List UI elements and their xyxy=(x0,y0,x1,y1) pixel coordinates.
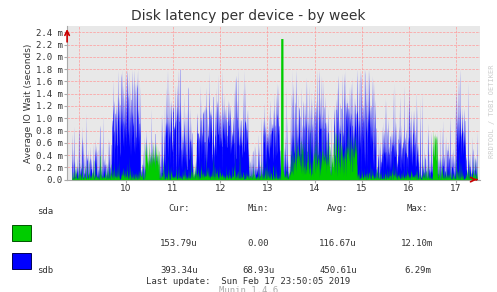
Text: 6.29m: 6.29m xyxy=(404,266,431,275)
Text: 116.67u: 116.67u xyxy=(319,239,357,248)
Text: 12.10m: 12.10m xyxy=(402,239,433,248)
Text: Max:: Max: xyxy=(407,204,428,213)
Text: 0.00: 0.00 xyxy=(248,239,269,248)
Text: Cur:: Cur: xyxy=(168,204,190,213)
Text: Last update:  Sun Feb 17 23:50:05 2019: Last update: Sun Feb 17 23:50:05 2019 xyxy=(147,277,350,286)
Y-axis label: Average IO Wait (seconds): Average IO Wait (seconds) xyxy=(24,43,33,163)
Text: sdb: sdb xyxy=(37,266,53,275)
Text: 450.61u: 450.61u xyxy=(319,266,357,275)
Text: Min:: Min: xyxy=(248,204,269,213)
Text: Munin 1.4.6: Munin 1.4.6 xyxy=(219,286,278,292)
Text: Avg:: Avg: xyxy=(327,204,349,213)
Text: Disk latency per device - by week: Disk latency per device - by week xyxy=(131,9,366,23)
Text: RRDTOOL / TOBI OETIKER: RRDTOOL / TOBI OETIKER xyxy=(489,64,495,158)
Text: sda: sda xyxy=(37,207,53,216)
Text: 68.93u: 68.93u xyxy=(243,266,274,275)
Text: 153.79u: 153.79u xyxy=(160,239,198,248)
Text: 393.34u: 393.34u xyxy=(160,266,198,275)
